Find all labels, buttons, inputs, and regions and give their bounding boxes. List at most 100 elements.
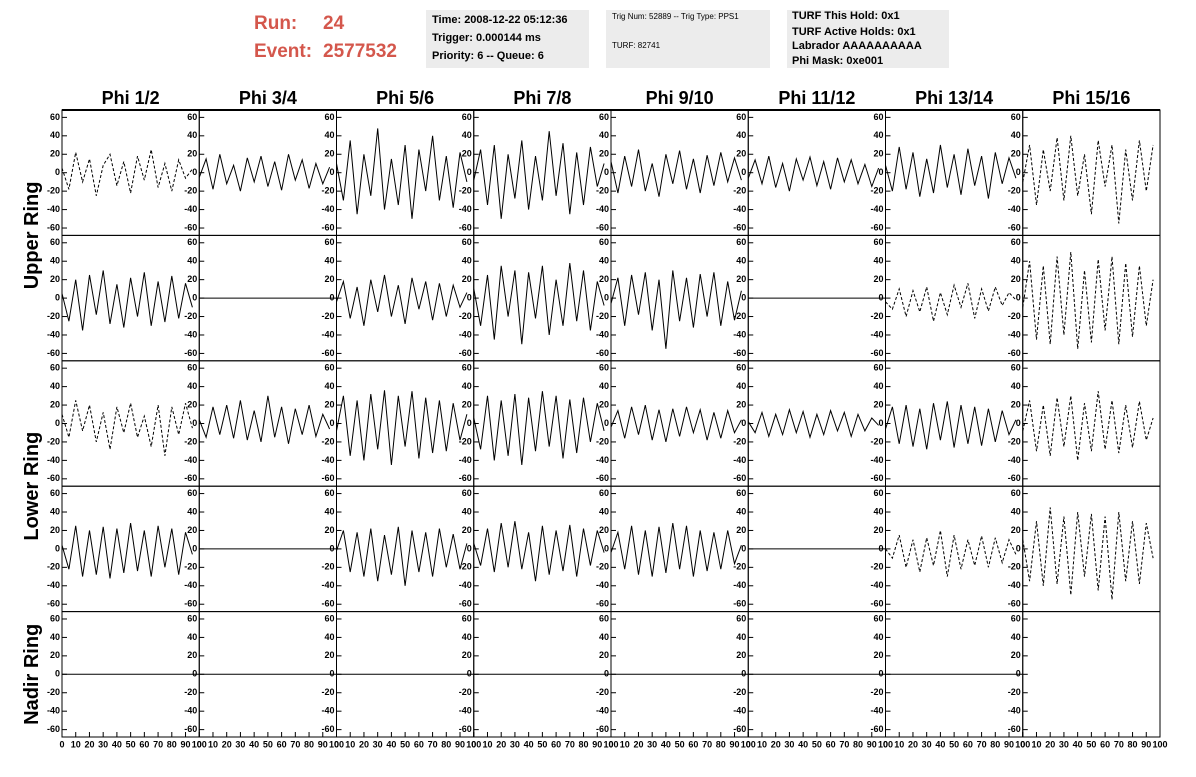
y-tick-label: -60 [870, 348, 883, 358]
y-tick-label: -40 [733, 329, 746, 339]
y-tick-label: 20 [324, 525, 334, 535]
x-tick-label: 20 [908, 739, 918, 749]
y-tick-label: -40 [459, 580, 472, 590]
y-tick-label: 0 [1016, 292, 1021, 302]
x-tick-label: 80 [304, 739, 314, 749]
y-tick-label: -60 [459, 599, 472, 609]
x-tick-label: 0 [471, 739, 476, 749]
y-tick-label: 60 [50, 613, 60, 623]
x-tick-label: 80 [990, 739, 1000, 749]
x-tick-label: 20 [84, 739, 94, 749]
waveform [336, 526, 468, 586]
waveform [1022, 507, 1154, 600]
y-tick-label: -60 [47, 599, 60, 609]
y-tick-label: 40 [873, 632, 883, 642]
y-tick-label: 40 [187, 506, 197, 516]
column-title: Phi 7/8 [513, 88, 571, 108]
y-tick-label: 20 [736, 274, 746, 284]
y-tick-label: 40 [599, 632, 609, 642]
waveform [747, 155, 880, 192]
info-box [606, 10, 770, 68]
x-tick-label: 0 [883, 739, 888, 749]
x-tick-label: 30 [510, 739, 520, 749]
y-tick-label: 0 [1016, 543, 1021, 553]
y-tick-label: -60 [596, 222, 609, 232]
waveform [336, 274, 468, 326]
ring-label: Upper Ring [21, 182, 43, 290]
panel-frame [61, 109, 200, 236]
y-tick-label: 20 [599, 149, 609, 159]
y-tick-label: -40 [184, 580, 197, 590]
y-tick-label: 60 [462, 112, 472, 122]
x-tick-label: 50 [949, 739, 959, 749]
waveform [885, 530, 1017, 577]
x-tick-label: 40 [935, 739, 945, 749]
x-tick-label: 60 [826, 739, 836, 749]
y-tick-label: 40 [324, 632, 334, 642]
info-text: TURF: 82741 [612, 41, 661, 50]
waveform [885, 283, 1017, 322]
y-tick-label: -60 [870, 473, 883, 483]
x-tick-label: 30 [235, 739, 245, 749]
y-tick-label: 60 [599, 363, 609, 373]
x-tick-label: 10 [208, 739, 218, 749]
x-tick-label: 100 [1152, 739, 1167, 749]
y-tick-label: 0 [55, 543, 60, 553]
panel-frame [61, 485, 200, 613]
y-tick-label: 0 [55, 669, 60, 679]
y-tick-label: 0 [192, 167, 197, 177]
y-tick-label: 40 [736, 256, 746, 266]
y-tick-label: 0 [741, 418, 746, 428]
y-tick-label: -40 [733, 204, 746, 214]
y-tick-label: 60 [599, 488, 609, 498]
y-tick-label: -20 [596, 186, 609, 196]
y-tick-label: -40 [184, 204, 197, 214]
info-text: Time: 2008-12-22 05:12:36 [432, 14, 568, 26]
x-tick-label: 50 [263, 739, 273, 749]
x-tick-label: 70 [702, 739, 712, 749]
ring-label: Lower Ring [21, 432, 43, 541]
waveform [61, 400, 193, 456]
y-tick-label: 0 [878, 543, 883, 553]
y-tick-label: -40 [870, 455, 883, 465]
column-title: Phi 1/2 [102, 88, 160, 108]
y-tick-label: 60 [1011, 488, 1021, 498]
y-tick-label: 0 [467, 418, 472, 428]
y-tick-label: 40 [462, 381, 472, 391]
panel-frame [610, 485, 749, 613]
y-tick-label: 40 [873, 256, 883, 266]
x-tick-label: 70 [1114, 739, 1124, 749]
y-tick-label: 20 [736, 525, 746, 535]
y-tick-label: -20 [184, 186, 197, 196]
y-tick-label: 40 [50, 506, 60, 516]
y-tick-label: 20 [324, 399, 334, 409]
y-tick-label: 20 [324, 149, 334, 159]
run-label: Run: [254, 13, 297, 34]
y-tick-label: 60 [736, 112, 746, 122]
x-tick-label: 40 [249, 739, 259, 749]
y-tick-label: -20 [184, 436, 197, 446]
x-tick-label: 10 [894, 739, 904, 749]
y-tick-label: -60 [596, 348, 609, 358]
y-tick-label: 60 [187, 488, 197, 498]
y-tick-label: -40 [47, 455, 60, 465]
y-tick-label: 40 [187, 130, 197, 140]
y-tick-label: -60 [321, 348, 334, 358]
x-tick-label: 70 [428, 739, 438, 749]
y-tick-label: 20 [50, 399, 60, 409]
y-tick-label: -20 [47, 687, 60, 697]
y-tick-label: -20 [459, 436, 472, 446]
y-tick-label: -40 [321, 580, 334, 590]
y-tick-label: -60 [596, 473, 609, 483]
x-tick-label: 40 [1073, 739, 1083, 749]
y-tick-label: -60 [321, 222, 334, 232]
x-tick-label: 10 [1031, 739, 1041, 749]
y-tick-label: -20 [321, 687, 334, 697]
y-tick-label: 20 [736, 149, 746, 159]
y-tick-label: 60 [462, 363, 472, 373]
waveform [885, 144, 1017, 199]
y-tick-label: 60 [1011, 112, 1021, 122]
waveform [1022, 391, 1154, 461]
y-tick-label: 60 [462, 488, 472, 498]
panel-frame [1022, 611, 1161, 738]
